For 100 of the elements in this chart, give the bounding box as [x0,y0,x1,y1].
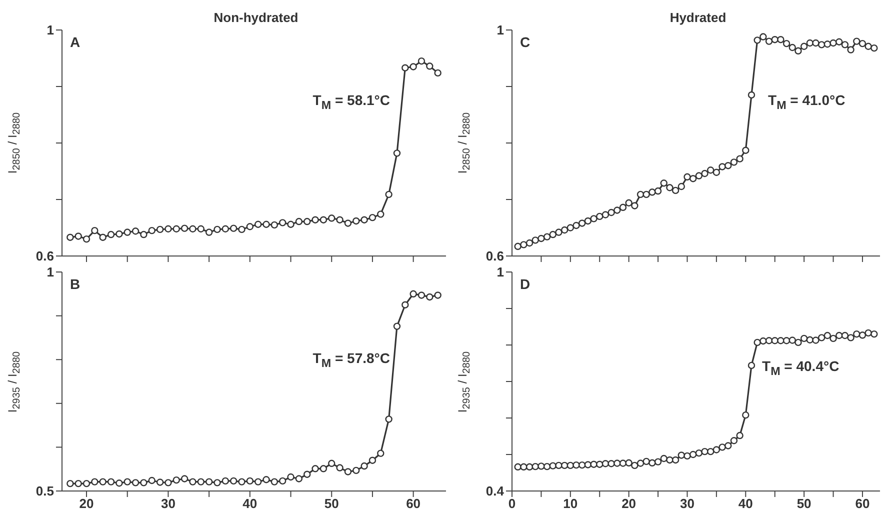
point [116,230,123,238]
annotation: A [70,34,80,50]
x-tick-label: 40 [738,496,753,509]
x-tick-label: 10 [563,496,578,509]
point [352,217,360,225]
point [270,221,278,229]
point [99,478,106,486]
point [270,478,278,486]
point [377,210,384,218]
point [132,228,140,235]
point [74,232,82,240]
point [304,218,311,226]
point [124,228,131,236]
point [238,226,246,234]
point [336,464,344,472]
y-tick-label: 1 [496,264,504,280]
point [148,226,156,234]
point [344,220,352,227]
point [164,479,172,486]
point [124,478,131,486]
point [312,216,319,224]
chart-title: Non-hydrated [212,10,300,25]
point [262,476,270,484]
y-tick-label: 0.6 [486,248,504,264]
point [278,477,286,485]
point [230,477,238,485]
annotation: D [520,276,530,292]
y-tick-label: 0.6 [36,248,54,264]
point [295,218,303,226]
annotation: T$_{M}$ = 40.4°C [762,358,840,378]
point [410,63,417,70]
point [377,450,384,457]
point [156,478,164,486]
point [172,476,180,484]
point [393,150,401,157]
point [418,292,426,299]
point [140,479,148,486]
point [246,477,254,485]
point [99,234,106,241]
point [410,290,417,298]
point [328,214,336,222]
point [189,478,196,486]
x-tick-label: 40 [242,496,258,509]
annotation: T$_{M}$ = 41.0°C [768,92,846,112]
point [205,478,213,486]
point [426,62,434,70]
point [197,478,204,486]
point [385,416,392,423]
point [287,220,294,228]
point [116,480,123,487]
point [360,462,368,470]
y-tick-label: 0.5 [36,484,54,499]
point [222,477,230,485]
point [82,480,90,488]
x-tick-label: 30 [160,496,176,509]
point [66,234,74,241]
point [107,478,115,486]
y-tick-label: 1 [496,22,504,38]
point [246,223,254,230]
point [385,190,392,198]
chart-title: Hydrated [668,10,728,25]
x-tick-label: 60 [855,496,870,509]
point [164,225,172,232]
y-tick-label: 0.4 [486,484,505,499]
point [368,214,376,222]
point [312,465,319,472]
point [393,322,401,330]
x-tick-label: 50 [796,496,812,509]
point [254,220,262,228]
point [278,219,286,226]
point [91,226,98,234]
point [66,480,74,488]
point [426,293,434,301]
x-tick-label: 20 [79,496,94,509]
point [320,216,328,224]
point [140,230,148,238]
point [238,478,246,486]
point [304,470,311,478]
y-tick-label: 1 [46,22,54,38]
point [172,225,180,232]
point [360,216,368,224]
y-tick-label: 1 [46,264,54,280]
annotation: T$_{M}$ = 57.8°C [312,350,390,370]
point [214,226,221,234]
point [180,224,188,232]
annotation: B [70,276,80,292]
point [287,473,294,481]
x-tick-label: 60 [406,496,421,509]
point [91,478,98,486]
annotation: C [520,34,530,50]
x-tick-label: 0 [508,496,516,509]
point [418,57,426,65]
point [328,460,336,468]
point [189,225,196,232]
point [336,216,344,224]
point [107,230,115,238]
point [230,224,238,232]
point [320,465,328,472]
point [132,479,140,486]
point [197,225,204,232]
